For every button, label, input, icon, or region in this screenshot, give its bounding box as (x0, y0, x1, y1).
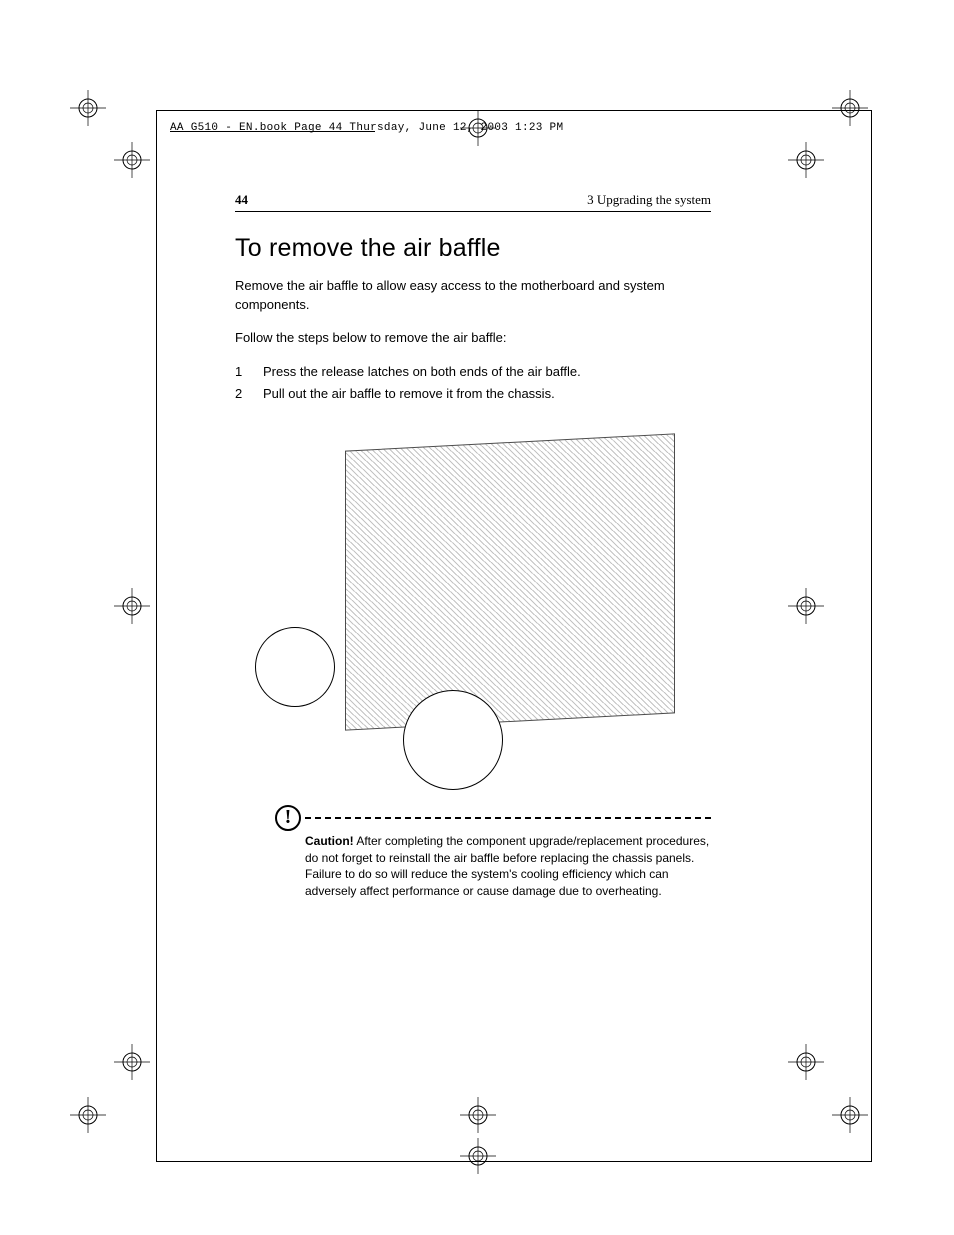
printer-registration-mark-icon (788, 1044, 824, 1080)
chassis-diagram (255, 432, 695, 797)
chapter-title: 3 Upgrading the system (587, 192, 711, 208)
dashed-separator (305, 817, 711, 819)
caution-label: Caution! (305, 834, 354, 848)
caution-box: ! Caution! After completing the componen… (235, 817, 711, 900)
step-number: 1 (235, 362, 245, 382)
printer-registration-mark-icon (70, 90, 106, 126)
detail-callout-1 (255, 627, 335, 707)
printer-registration-mark-icon (70, 1097, 106, 1133)
printer-registration-mark-icon (460, 110, 496, 146)
book-header-text: AA G510 - EN.book Page 44 Thursday, June… (170, 122, 563, 134)
step-number: 2 (235, 384, 245, 404)
page-number: 44 (235, 192, 248, 208)
printer-registration-mark-icon (460, 1097, 496, 1133)
printer-registration-mark-icon (788, 142, 824, 178)
caution-text: Caution! After completing the component … (305, 833, 711, 900)
printer-registration-mark-icon (114, 1044, 150, 1080)
caution-icon: ! (275, 805, 301, 831)
printer-registration-mark-icon (788, 588, 824, 624)
header-underline (170, 131, 375, 132)
intro-paragraph: Remove the air baffle to allow easy acce… (235, 277, 711, 315)
printer-registration-mark-icon (114, 142, 150, 178)
page-header-row: 44 3 Upgrading the system (235, 192, 711, 212)
step: 1 Press the release latches on both ends… (235, 362, 711, 382)
caution-body: After completing the component upgrade/r… (305, 834, 709, 898)
detail-callout-2 (403, 690, 503, 790)
printer-registration-mark-icon (832, 1097, 868, 1133)
printer-registration-mark-icon (460, 1138, 496, 1174)
computer-chassis-illustration (345, 433, 675, 730)
printer-registration-mark-icon (832, 90, 868, 126)
page-content: 44 3 Upgrading the system To remove the … (235, 192, 711, 900)
step-text: Press the release latches on both ends o… (263, 362, 581, 382)
step-text: Pull out the air baffle to remove it fro… (263, 384, 555, 404)
printer-registration-mark-icon (114, 588, 150, 624)
step-list: 1 Press the release latches on both ends… (235, 362, 711, 404)
leadin-paragraph: Follow the steps below to remove the air… (235, 329, 711, 348)
section-title: To remove the air baffle (235, 234, 711, 263)
step: 2 Pull out the air baffle to remove it f… (235, 384, 711, 404)
